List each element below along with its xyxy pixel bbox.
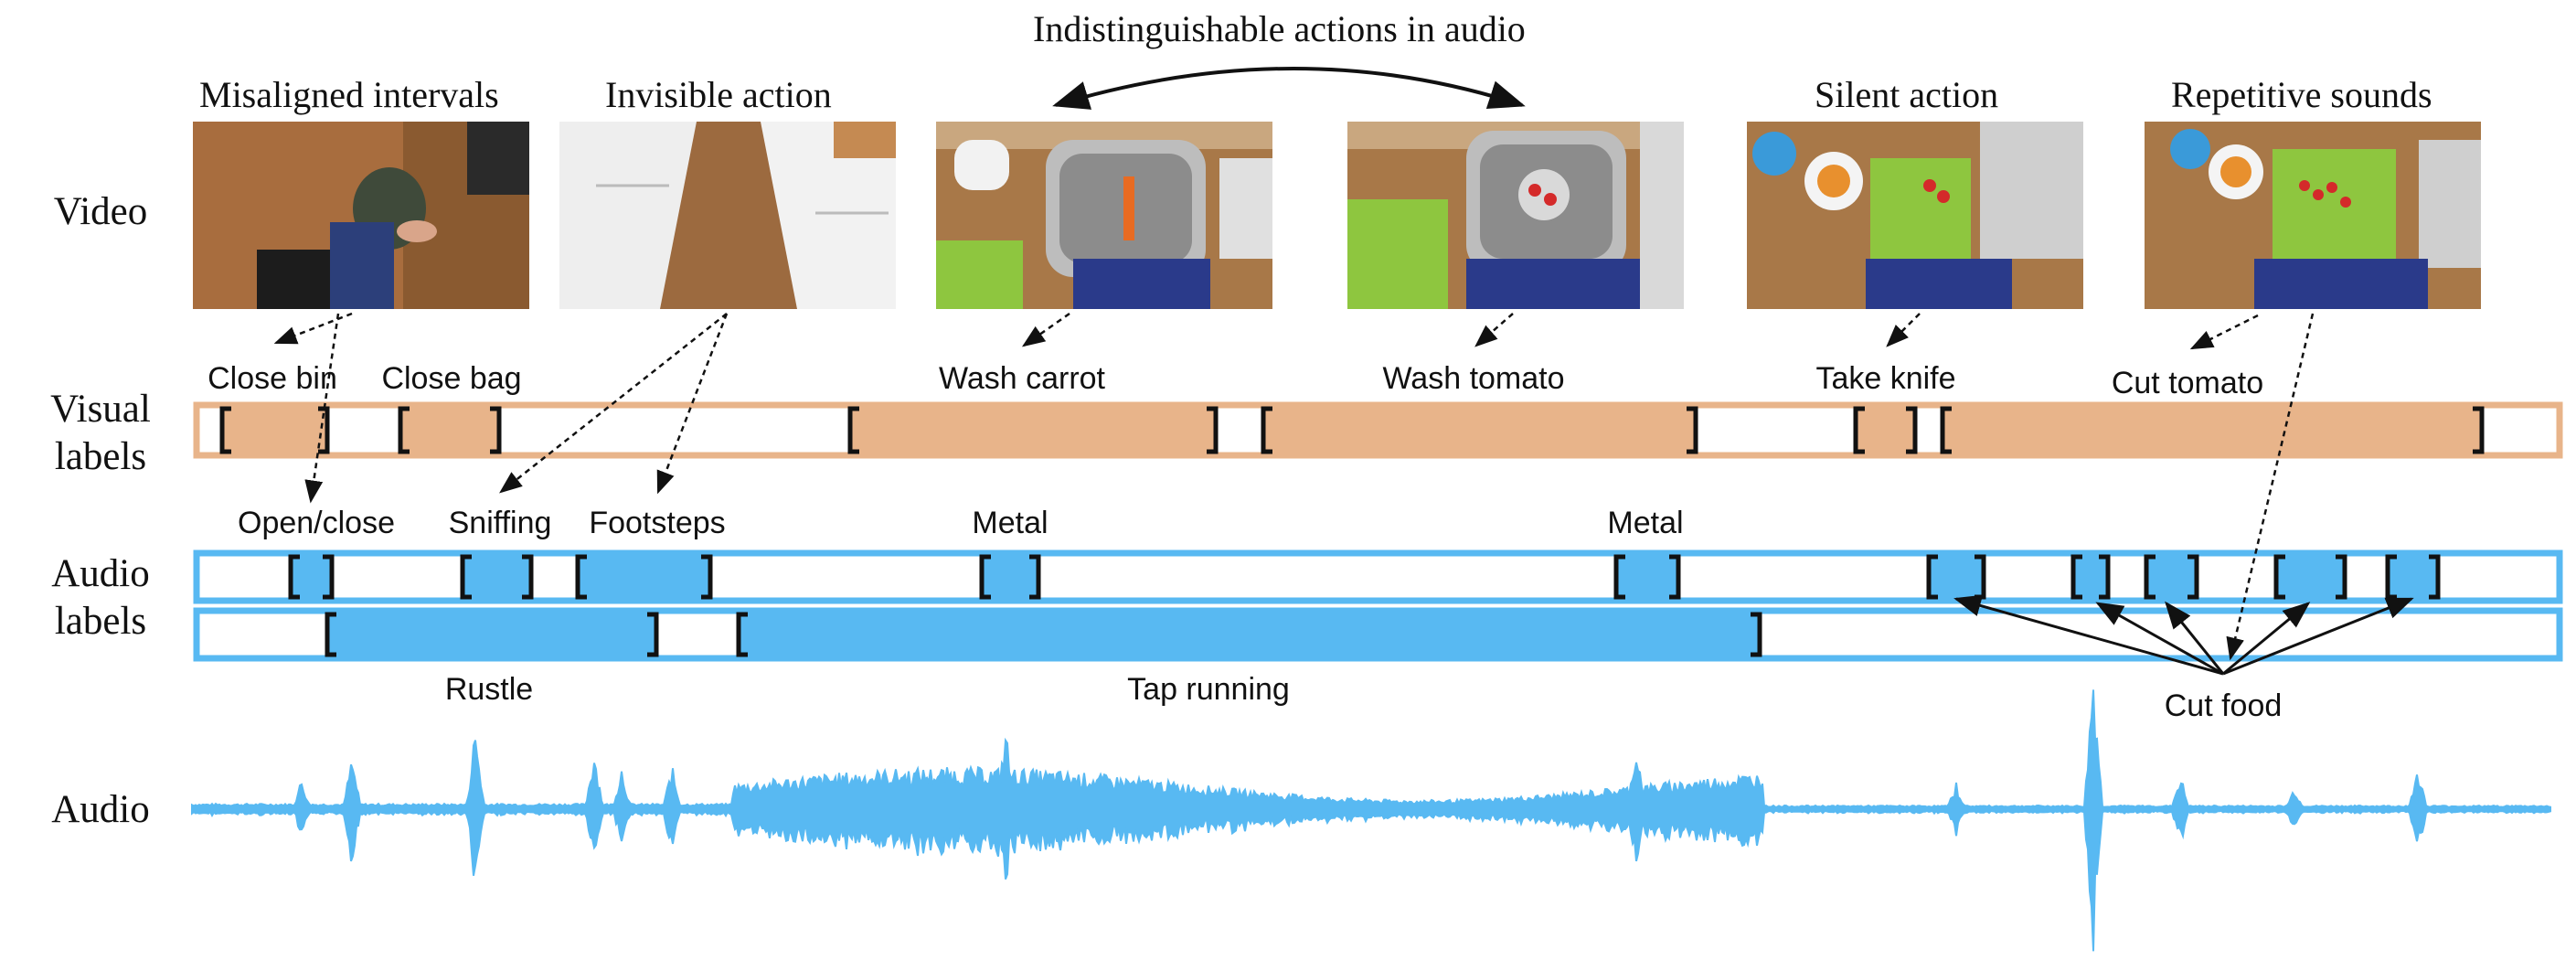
vlabel-take-knife: Take knife: [1815, 361, 1956, 396]
visual-track: [193, 401, 2563, 459]
cutting-tomato-image: [2145, 122, 2481, 309]
title-silent-action: Silent action: [1815, 74, 1999, 115]
bracket-open: [398, 406, 410, 454]
bracket-open: [575, 554, 587, 600]
bracket-close: [2473, 406, 2485, 454]
bracket-close: [2187, 554, 2199, 600]
bracket-open: [1940, 406, 1952, 454]
thumb-take-knife: [1747, 122, 2083, 309]
bracket-close: [2429, 554, 2441, 600]
sink-tomato-image: [1347, 122, 1684, 309]
bracket-open: [325, 612, 336, 657]
alabel-cut-food: Cut food: [2164, 688, 2283, 723]
row-label-video: Video: [53, 190, 148, 233]
title-repetitive-sounds: Repetitive sounds: [2171, 74, 2432, 115]
bracket-close: [1687, 406, 1698, 454]
bracket-open: [460, 554, 472, 600]
vlabel-wash-carrot: Wash carrot: [938, 361, 1106, 396]
bracket-close: [522, 554, 534, 600]
bracket-open: [288, 554, 300, 600]
vlabel-cut-tomato: Cut tomato: [2111, 366, 2264, 400]
vlabel-close-bin: Close bin: [208, 361, 337, 396]
row-label-visual-labels: Visual labels: [50, 388, 151, 479]
row-label-audio: Audio: [51, 788, 150, 831]
audio-waveform: [191, 689, 2551, 952]
thumb-misaligned: [193, 122, 529, 309]
bracket-open: [2144, 554, 2156, 600]
bracket-open: [736, 612, 748, 657]
bracket-open: [2273, 554, 2285, 600]
title-invisible-action: Invisible action: [605, 74, 832, 115]
bracket-open: [847, 406, 859, 454]
bracket-close: [2099, 554, 2111, 600]
bracket-open: [1853, 406, 1865, 454]
bracket-close: [2336, 554, 2347, 600]
title-indistinguishable: Indistinguishable actions in audio: [1033, 8, 1526, 49]
alabel-metal-2: Metal: [1607, 506, 1684, 540]
alabel-metal-1: Metal: [972, 506, 1048, 540]
thumb-cut-tomato: [2145, 122, 2481, 309]
bracket-close: [1669, 554, 1681, 600]
bracket-close: [490, 406, 502, 454]
vlabel-close-bag: Close bag: [381, 361, 522, 396]
alabel-footsteps: Footsteps: [589, 506, 726, 540]
cutting-board-image: [1747, 122, 2083, 309]
row-label-audio-labels: Audio labels: [51, 552, 150, 644]
vlabel-wash-tomato: Wash tomato: [1382, 361, 1565, 396]
title-misaligned-intervals: Misaligned intervals: [199, 74, 499, 115]
bracket-close: [318, 406, 330, 454]
cut-food-arrows: [1953, 594, 2414, 676]
bracket-open: [2385, 554, 2397, 600]
empty-kitchen-image: [559, 122, 896, 309]
interval-brackets: [219, 406, 2485, 657]
bracket-close: [1207, 406, 1219, 454]
kitchen-floor-image: [193, 122, 529, 309]
thumb-wash-carrot: [936, 122, 1272, 309]
bracket-close: [1751, 612, 1762, 657]
alabel-open-close: Open/close: [238, 506, 395, 540]
alabel-tap-running: Tap running: [1127, 672, 1290, 707]
bracket-open: [1926, 554, 1938, 600]
thumb-invisible: [559, 122, 896, 309]
bracket-close: [1906, 406, 1918, 454]
bracket-open: [979, 554, 991, 600]
thumb-wash-tomato: [1347, 122, 1684, 309]
bracket-open: [2070, 554, 2082, 600]
bracket-close: [323, 554, 335, 600]
sink-carrot-image: [936, 122, 1272, 309]
bracket-open: [219, 406, 231, 454]
alabel-sniffing: Sniffing: [448, 506, 552, 540]
indistinguishable-arrow: [1052, 67, 1526, 110]
alabel-rustle: Rustle: [444, 672, 534, 707]
bracket-open: [1613, 554, 1625, 600]
dotted-pointers: [273, 312, 2315, 661]
bracket-open: [1261, 406, 1272, 454]
bracket-close: [1029, 554, 1041, 600]
bracket-close: [647, 612, 659, 657]
bracket-close: [701, 554, 713, 600]
audio-track-top: [193, 549, 2563, 604]
